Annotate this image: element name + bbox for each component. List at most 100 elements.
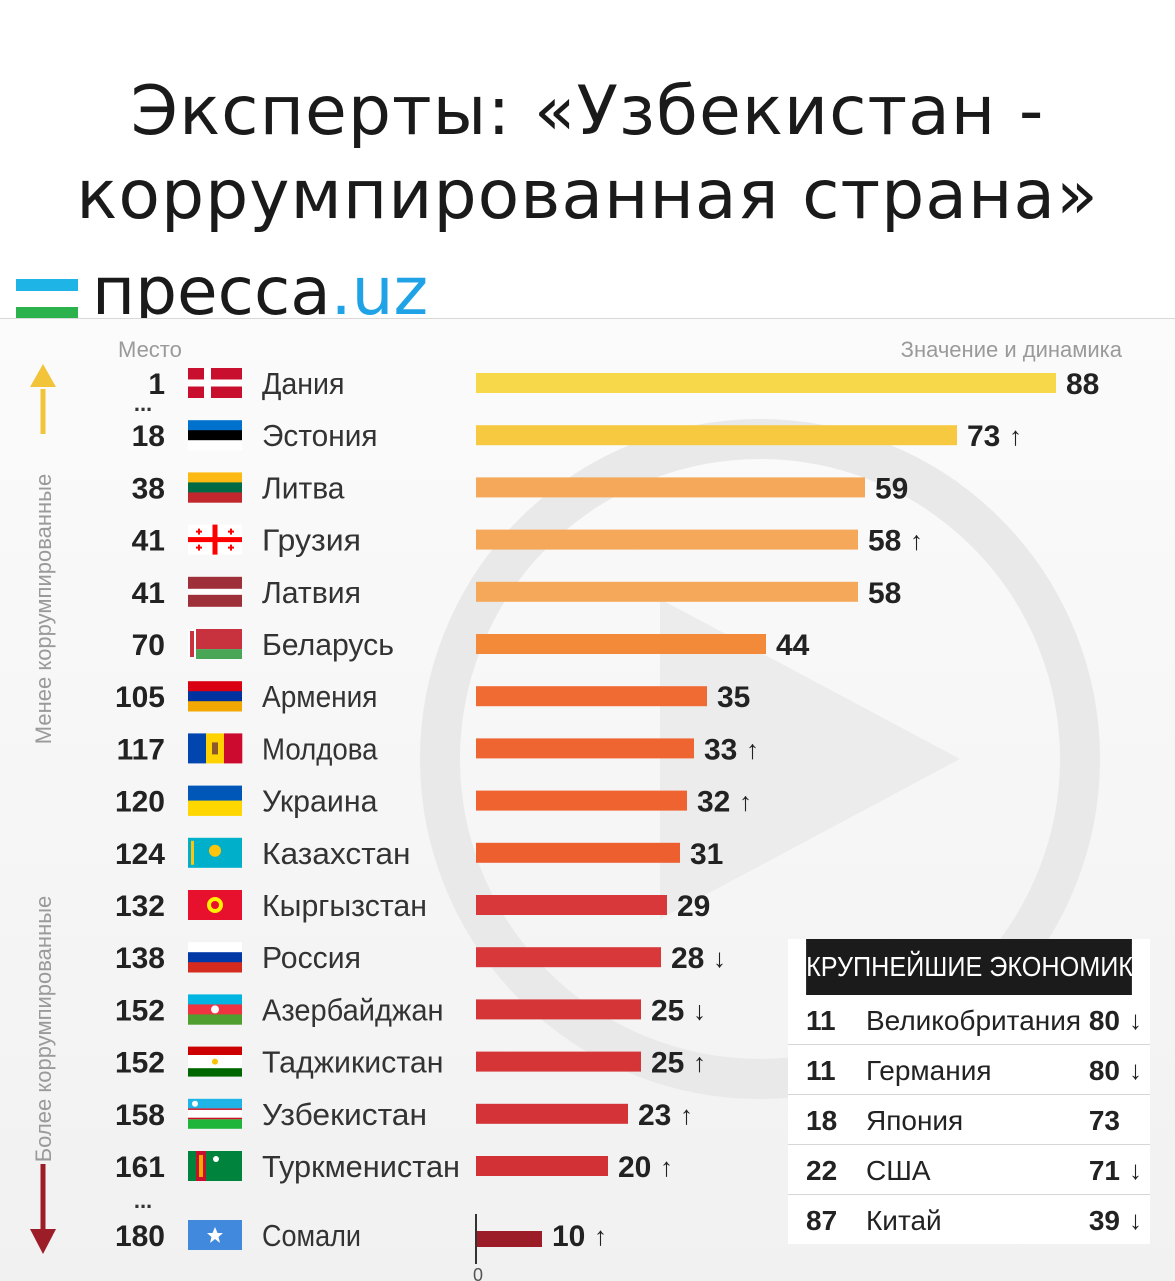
rank-label: 70: [132, 629, 165, 662]
headline-line-2: коррумпированная страна»: [76, 156, 1099, 235]
rank-label: 158: [115, 1099, 165, 1132]
chart-row-ru: 138 Россия 28 ↓: [115, 940, 726, 975]
trend-down-icon: ↓: [1129, 1005, 1142, 1035]
trend-up-icon: ↑: [739, 787, 752, 817]
country-label: Таджикистан: [262, 1045, 444, 1080]
trend-down-icon: ↓: [1129, 1055, 1142, 1085]
chart-row-kz: 124 Казахстан 31: [115, 836, 723, 871]
headline: Эксперты: «Узбекистан - коррумпированная…: [0, 70, 1175, 238]
flag-ru-icon: [188, 942, 242, 973]
chart-row-ge: 41 Грузия 58 ↑: [132, 523, 923, 558]
economy-rank: 87: [806, 1205, 838, 1236]
corruption-bar-chart: Менее коррумпированные Более коррумпиров…: [30, 337, 1123, 1281]
flag-kz-icon: [188, 837, 242, 868]
economy-country: Великобритания: [866, 1005, 1082, 1036]
bar: [476, 477, 865, 498]
flag-so-icon: [188, 1220, 242, 1250]
rank-label: 41: [132, 525, 165, 558]
trend-up-icon: ↑: [594, 1221, 607, 1251]
less-corrupt-label: Менее коррумпированные: [31, 474, 56, 744]
trend-up-icon: ↑: [910, 526, 923, 556]
trend-up-icon: ↑: [693, 1048, 706, 1078]
economy-row: 18 Япония 73: [788, 1095, 1150, 1145]
economy-value: 71: [1088, 1155, 1120, 1186]
trend-down-icon: ↓: [693, 995, 706, 1025]
more-corrupt-label: Более коррумпированные: [31, 896, 56, 1163]
rank-label: 152: [115, 994, 165, 1027]
country-label: Туркменистан: [262, 1149, 460, 1184]
value-label: 58: [868, 525, 901, 558]
chart-row-uz: 158 Узбекистан 23 ↑: [115, 1097, 693, 1132]
country-label: Эстония: [262, 418, 378, 453]
chart-row-dk: 1 Дания 88: [148, 366, 1099, 401]
chart-row-tj: 152 Таджикистан 25 ↑: [115, 1045, 706, 1080]
value-label: 88: [1066, 368, 1099, 401]
corruption-index-infographic: Менее коррумпированные Более коррумпиров…: [0, 318, 1175, 1281]
economy-value: 80: [1088, 1005, 1120, 1036]
chart-row-by: 70 Беларусь 44: [132, 627, 810, 662]
rank-header: Место: [118, 337, 182, 362]
flag-md-icon: [188, 733, 243, 764]
rank-label: 1: [148, 368, 165, 401]
logo-domain: .uz: [330, 253, 429, 330]
uzbek-flag-icon: [16, 279, 78, 319]
economy-value: 80: [1088, 1055, 1120, 1086]
country-label: Армения: [262, 679, 378, 714]
flag-ee-icon: [188, 420, 242, 451]
headline-line-1: Эксперты: «Узбекистан -: [130, 72, 1045, 151]
bar: [476, 634, 766, 654]
flag-tj-icon: [188, 1046, 242, 1077]
economy-row: 11 Великобритания 80 ↓: [788, 995, 1150, 1045]
largest-economies-title: КРУПНЕЙШИЕ ЭКОНОМИКИ: [806, 939, 1151, 995]
bar: [476, 529, 858, 550]
bar: [476, 738, 694, 759]
rank-label: 38: [132, 472, 165, 505]
bar: [476, 373, 1056, 393]
country-label: Кыргызстан: [262, 888, 427, 923]
country-label: Латвия: [262, 575, 361, 610]
economy-row: 22 США 71 ↓: [788, 1145, 1150, 1195]
rank-label: 105: [115, 681, 165, 714]
flag-ge-icon: [188, 524, 242, 555]
economy-row: 11 Германия 80 ↓: [788, 1045, 1150, 1095]
flag-lv-icon: [188, 576, 242, 607]
flag-by-icon: [188, 629, 242, 659]
bar: [476, 947, 661, 968]
economy-row: 87 Китай 39 ↓: [788, 1195, 1150, 1244]
value-label: 33: [704, 733, 737, 766]
bar: [476, 1051, 641, 1072]
value-label: 44: [776, 629, 810, 662]
chart-row-lv: 41 Латвия 58: [132, 575, 902, 610]
flag-kg-icon: [188, 890, 242, 920]
flag-dk-icon: [188, 368, 242, 398]
rank-label: 161: [115, 1151, 165, 1184]
value-label: 28: [671, 942, 704, 975]
flag-uz-icon: [188, 1098, 242, 1129]
trend-down-icon: ↓: [1129, 1205, 1142, 1235]
bar: [476, 425, 957, 446]
chart-row-so: 180 Сомали 10 ↑: [115, 1218, 607, 1253]
flag-ua-icon: [188, 785, 242, 816]
country-label: Сомали: [262, 1218, 361, 1253]
trend-down-icon: ↓: [1129, 1155, 1142, 1185]
country-label: Дания: [262, 366, 345, 401]
rank-label: 180: [115, 1220, 165, 1253]
rank-label: 120: [115, 786, 165, 819]
chart-row-ua: 120 Украина 32 ↑: [115, 784, 752, 819]
country-label: Молдова: [262, 731, 378, 766]
bar: [476, 790, 687, 811]
rank-label: 132: [115, 890, 165, 923]
value-label: 73: [967, 420, 1000, 453]
bar: [476, 686, 707, 707]
chart-row-lt: 38 Литва 59: [132, 470, 909, 505]
trend-up-icon: ↑: [746, 734, 759, 764]
bar: [476, 1231, 542, 1247]
bar: [476, 842, 680, 863]
rank-label: 138: [115, 942, 165, 975]
economy-value: 39: [1088, 1205, 1120, 1236]
country-label: Казахстан: [262, 836, 411, 871]
value-label: 32: [697, 786, 730, 819]
less-corrupt-arrowhead-icon: [30, 364, 56, 387]
economy-rank: 11: [806, 1005, 836, 1036]
economy-country: США: [866, 1155, 931, 1186]
